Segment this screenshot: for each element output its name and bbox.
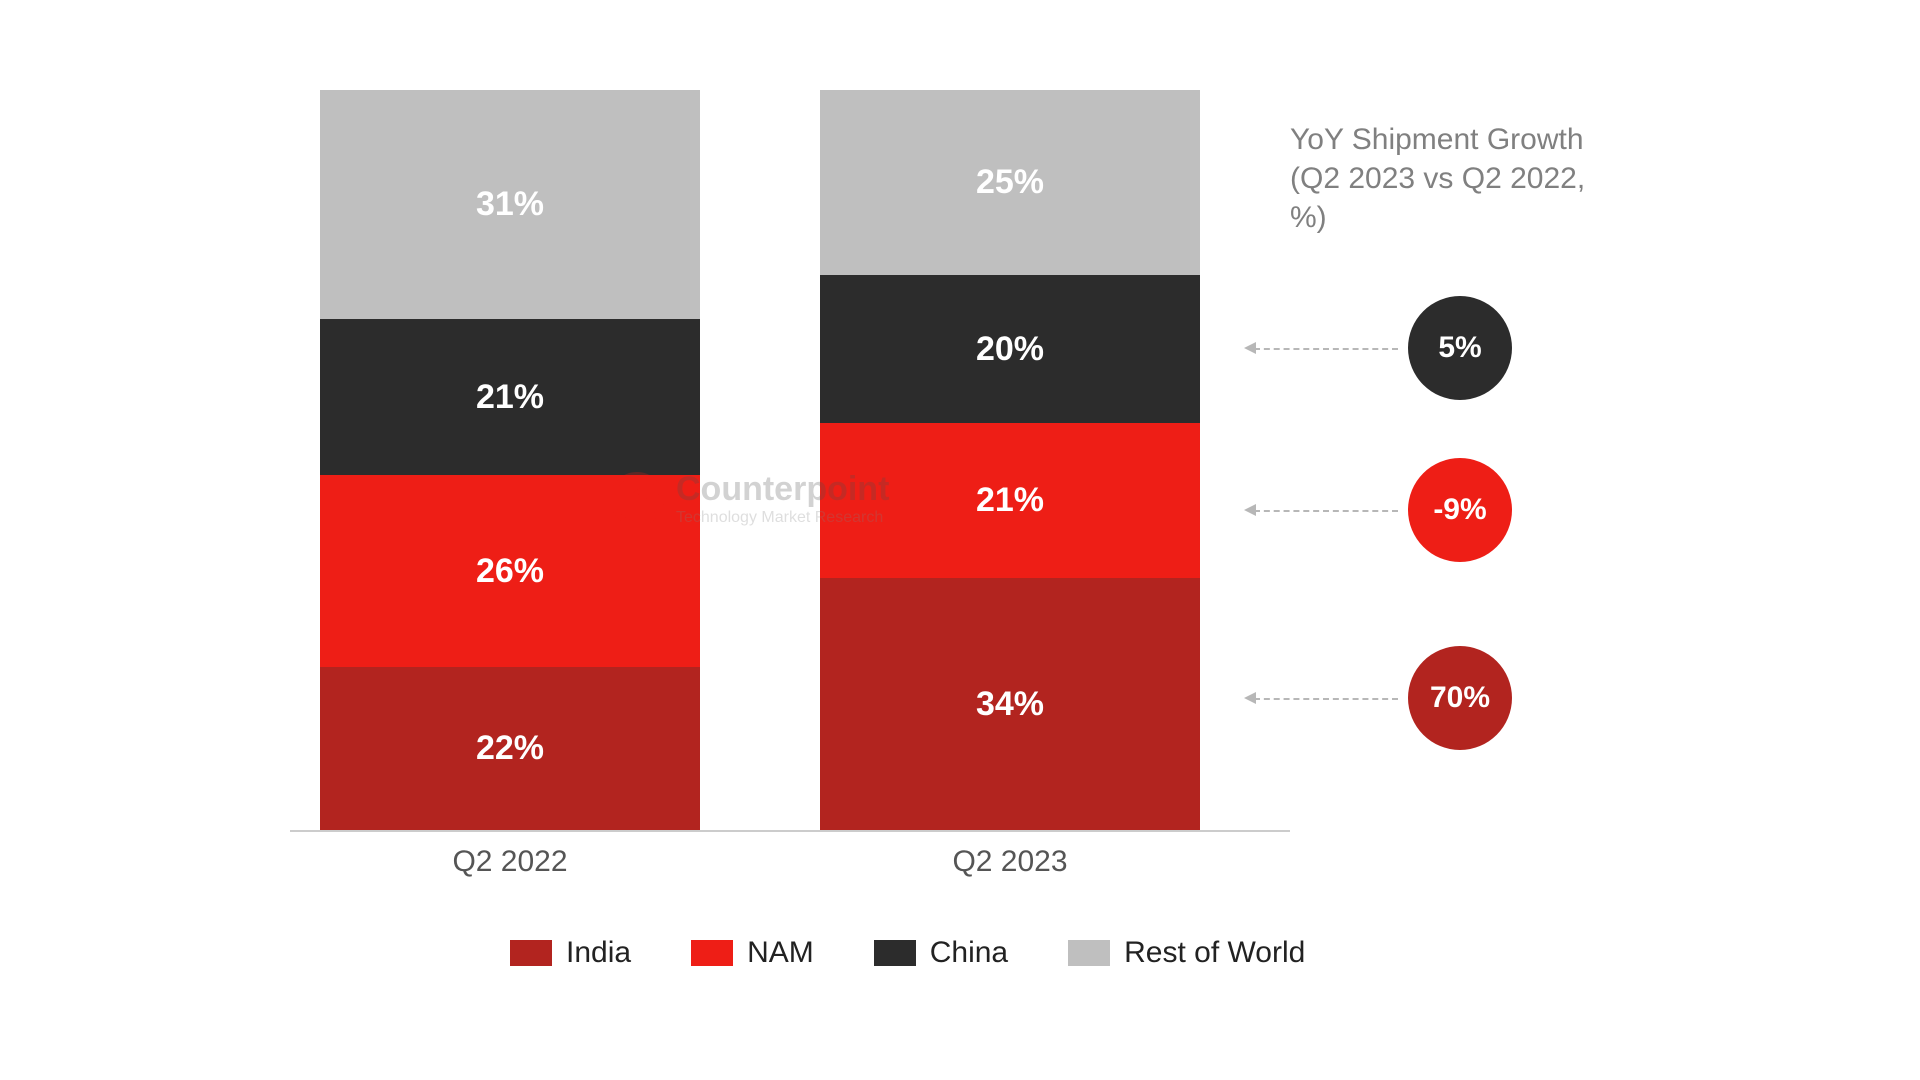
legend-item-rest-of-world: Rest of World bbox=[1068, 936, 1305, 970]
legend-item-china: China bbox=[874, 936, 1008, 970]
bar-segment-q2_2022-china: 21% bbox=[320, 319, 700, 474]
growth-circle-china: 5% bbox=[1408, 296, 1512, 400]
growth-circle-india: 70% bbox=[1408, 646, 1512, 750]
legend-item-india: India bbox=[510, 936, 631, 970]
bar-segment-q2_2022-india: 22% bbox=[320, 667, 700, 830]
bar-segment-q2_2022-rest-of-world: 31% bbox=[320, 90, 700, 319]
x-axis-label-q2_2022: Q2 2022 bbox=[320, 845, 700, 879]
chart-container: 22%26%21%31%34%21%20%25% Q2 2022Q2 2023 … bbox=[290, 90, 1630, 990]
legend-label: Rest of World bbox=[1124, 936, 1305, 970]
yoy-title-line1: YoY Shipment Growth bbox=[1290, 123, 1584, 156]
growth-arrow-india bbox=[1254, 698, 1398, 700]
x-axis-label-q2_2023: Q2 2023 bbox=[820, 845, 1200, 879]
growth-arrow-nam bbox=[1254, 510, 1398, 512]
yoy-title-line2: (Q2 2023 vs Q2 2022, %) bbox=[1290, 162, 1585, 234]
growth-circle-nam: -9% bbox=[1408, 458, 1512, 562]
legend-item-nam: NAM bbox=[691, 936, 814, 970]
growth-arrowhead-nam bbox=[1244, 504, 1256, 516]
legend-swatch-icon bbox=[510, 940, 552, 966]
yoy-growth-title: YoY Shipment Growth (Q2 2023 vs Q2 2022,… bbox=[1290, 120, 1630, 237]
legend-label: NAM bbox=[747, 936, 814, 970]
legend-swatch-icon bbox=[1068, 940, 1110, 966]
legend-swatch-icon bbox=[874, 940, 916, 966]
chart-legend: India NAM China Rest of World bbox=[510, 936, 1305, 970]
bar-segment-q2_2023-nam: 21% bbox=[820, 423, 1200, 578]
legend-label: India bbox=[566, 936, 631, 970]
legend-swatch-icon bbox=[691, 940, 733, 966]
bar-segment-q2_2022-nam: 26% bbox=[320, 475, 700, 667]
bar-segment-q2_2023-india: 34% bbox=[820, 578, 1200, 830]
bar-segment-q2_2023-china: 20% bbox=[820, 275, 1200, 423]
stacked-bar-q2_2022: 22%26%21%31% bbox=[320, 90, 700, 830]
growth-arrowhead-china bbox=[1244, 342, 1256, 354]
growth-arrowhead-india bbox=[1244, 692, 1256, 704]
legend-label: China bbox=[930, 936, 1008, 970]
growth-arrow-china bbox=[1254, 348, 1398, 350]
bar-segment-q2_2023-rest-of-world: 25% bbox=[820, 90, 1200, 275]
stacked-bar-q2_2023: 34%21%20%25% bbox=[820, 90, 1200, 830]
plot-area: 22%26%21%31%34%21%20%25% bbox=[290, 90, 1290, 832]
